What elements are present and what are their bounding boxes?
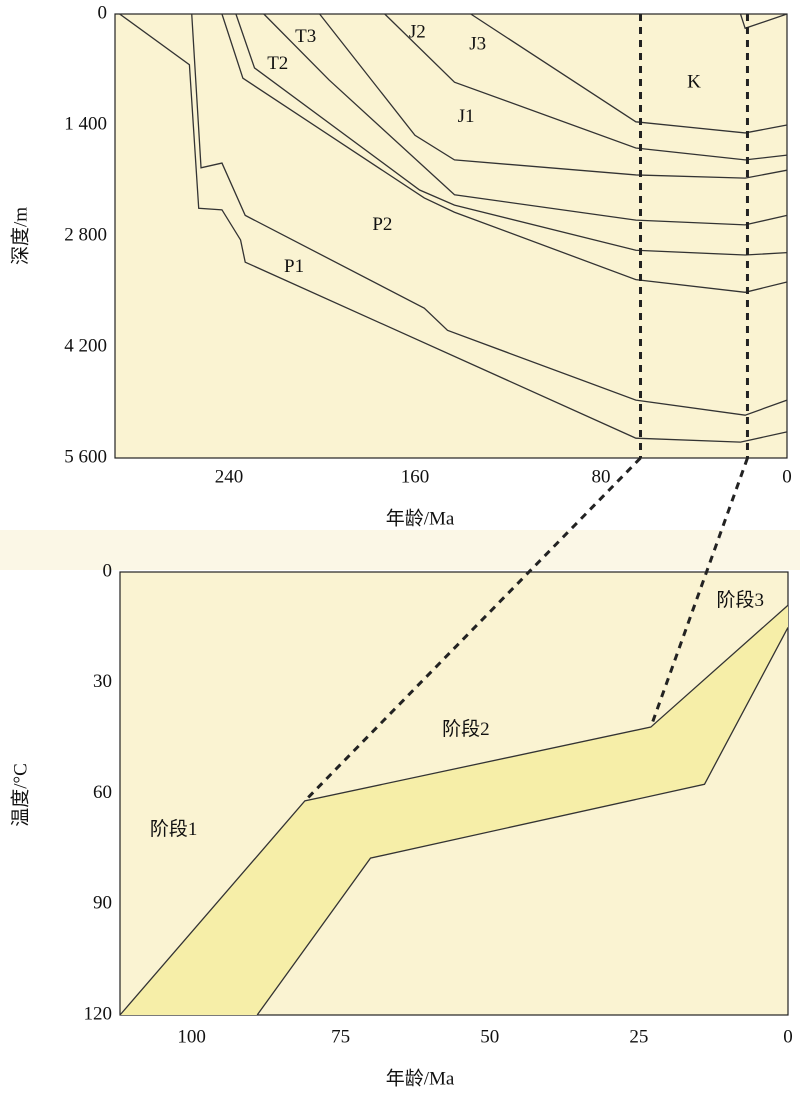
band-edge — [256, 627, 789, 1016]
band-edge — [119, 604, 789, 1016]
annotation: 阶段1 — [150, 818, 198, 840]
x-axis-title: 年龄/Ma — [386, 507, 455, 529]
horizon-line — [235, 13, 788, 256]
x-tick-label: 50 — [480, 1026, 499, 1047]
x-tick-label: 240 — [215, 466, 244, 487]
x-tick-label: 80 — [591, 466, 610, 487]
y-tick-label: 60 — [93, 782, 112, 803]
band-fill — [120, 605, 788, 1015]
horizon-line — [263, 13, 788, 226]
horizon-line — [221, 13, 788, 293]
y-tick-label: 120 — [84, 1003, 113, 1024]
annotation: T2 — [267, 53, 288, 74]
y-tick-label: 4 200 — [64, 335, 107, 356]
annotation: J2 — [409, 21, 426, 42]
x-tick-label: 75 — [331, 1026, 350, 1047]
connector — [649, 457, 749, 728]
annotation: K — [687, 71, 701, 92]
horizon-line — [119, 13, 788, 443]
gap-band — [0, 530, 800, 570]
x-tick-label: 0 — [782, 466, 792, 487]
annotation: 阶段2 — [442, 718, 490, 740]
annotation: P2 — [372, 214, 392, 235]
plot-area — [114, 13, 788, 459]
annotation: 阶段3 — [717, 589, 765, 611]
x-tick-label: 100 — [177, 1026, 206, 1047]
y-tick-label: 1 400 — [64, 113, 107, 134]
y-axis-title: 温度/°C — [9, 763, 31, 827]
y-tick-label: 30 — [93, 671, 112, 692]
y-axis-title: 深度/m — [9, 207, 31, 265]
y-tick-label: 90 — [93, 893, 112, 914]
y-tick-label: 0 — [103, 560, 113, 581]
x-tick-label: 0 — [783, 1026, 793, 1047]
annotation: P1 — [284, 256, 304, 277]
horizon-line — [384, 13, 788, 161]
x-tick-label: 160 — [401, 466, 430, 487]
annotation: J1 — [458, 106, 475, 127]
horizon-line — [319, 13, 788, 179]
horizon-line — [739, 13, 788, 30]
y-tick-label: 5 600 — [64, 446, 107, 467]
annotation: J3 — [469, 33, 486, 54]
y-tick-label: 0 — [98, 2, 108, 23]
x-axis-title: 年龄/Ma — [386, 1067, 455, 1089]
horizon-line — [470, 13, 788, 134]
horizon-line — [191, 13, 788, 416]
annotation: T3 — [295, 26, 316, 47]
connector — [303, 456, 642, 802]
y-tick-label: 2 800 — [64, 224, 107, 245]
x-tick-label: 25 — [629, 1026, 648, 1047]
